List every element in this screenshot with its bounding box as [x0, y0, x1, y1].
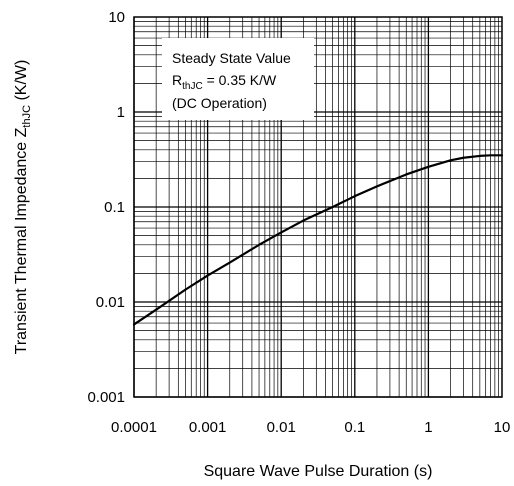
- x-tick-label: 0.001: [189, 419, 227, 436]
- x-tick-label: 0.0001: [111, 419, 157, 436]
- annotation-box: Steady State Value RthJC = 0.35 K/W (DC …: [162, 38, 314, 120]
- y-tick-label: 0.1: [104, 199, 125, 216]
- annotation-background: [162, 38, 314, 120]
- annotation-r-symbol: R: [172, 72, 182, 88]
- annotation-line-3: (DC Operation): [172, 95, 267, 111]
- y-tick-label: 0.01: [96, 294, 125, 311]
- annotation-line-1: Steady State Value: [172, 50, 291, 66]
- x-tick-label: 1: [424, 419, 432, 436]
- plot-frame: [133, 16, 503, 398]
- x-axis-label: Square Wave Pulse Duration (s): [204, 463, 433, 480]
- x-tick-label: 0.01: [267, 419, 296, 436]
- y-tick-labels: 0.001 0.01 0.1 1 10: [87, 9, 125, 406]
- y-axis-label-subscript: thJC: [21, 105, 33, 128]
- annotation-r-subscript: thJC: [182, 81, 203, 92]
- x-tick-label: 10: [494, 419, 511, 436]
- y-tick-label: 1: [117, 104, 125, 121]
- annotation-line-2: RthJC = 0.35 K/W: [172, 72, 277, 92]
- y-axis-label: Transient Thermal Impedance ZthJC (K/W): [13, 60, 33, 355]
- y-tick-label: 0.001: [87, 389, 125, 406]
- x-tick-label: 0.1: [344, 419, 365, 436]
- annotation-r-value: = 0.35 K/W: [203, 72, 277, 88]
- y-axis-label-main: Transient Thermal Impedance Z: [13, 127, 30, 354]
- x-tick-labels: 0.0001 0.001 0.01 0.1 1 10: [111, 419, 510, 436]
- series-line: [132, 154, 504, 326]
- y-axis-label-unit: (K/W): [13, 60, 30, 105]
- y-tick-label: 10: [108, 9, 125, 26]
